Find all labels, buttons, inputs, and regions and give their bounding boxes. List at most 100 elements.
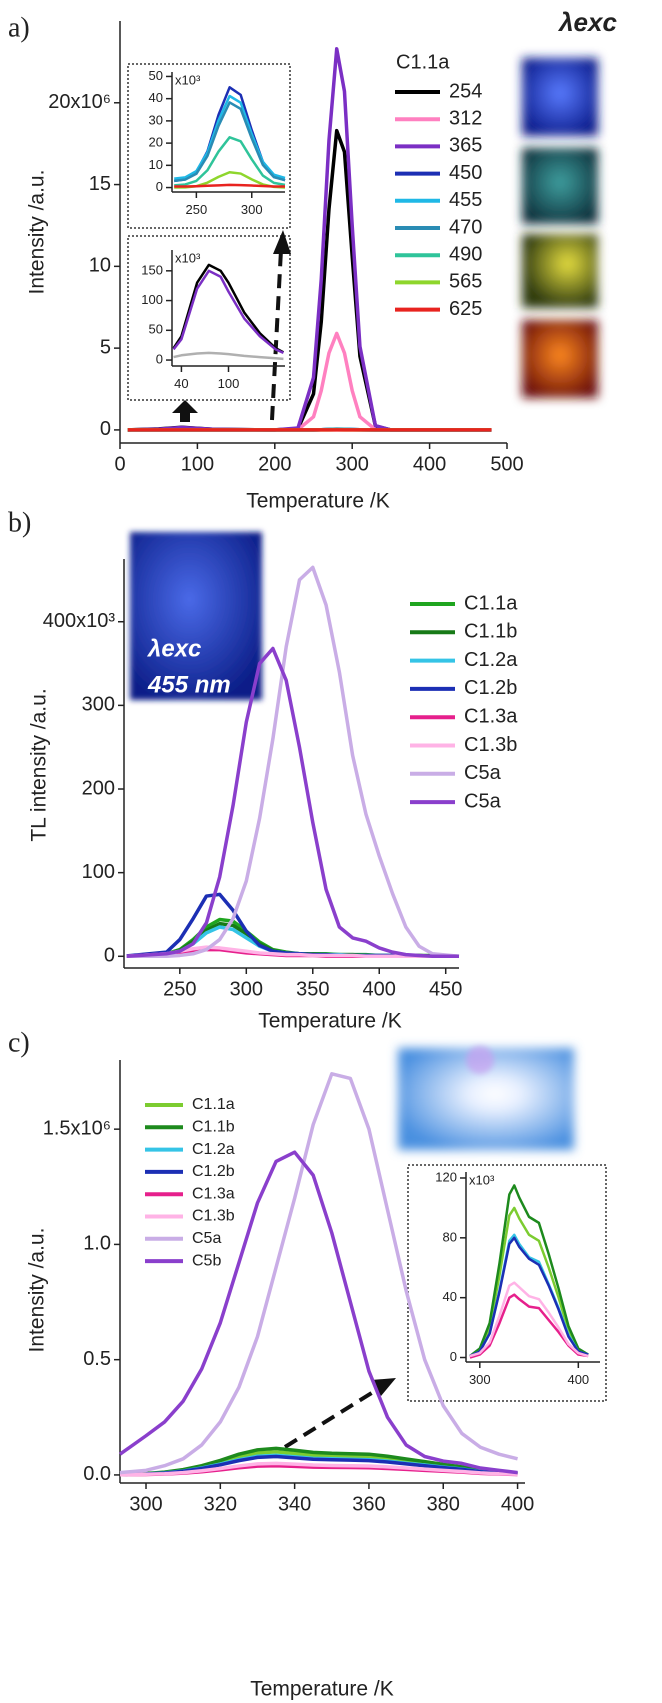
legend-label: 565 xyxy=(449,271,482,293)
series-line xyxy=(174,183,285,188)
legend-label: C5b xyxy=(192,1252,221,1269)
legend-label: C1.2b xyxy=(464,677,517,699)
y-tick-label: 120 xyxy=(435,1169,457,1184)
legend-label: 455 xyxy=(449,189,482,211)
legend-title: C1.1a xyxy=(396,51,450,73)
x-tick-label: 340 xyxy=(278,1493,311,1515)
x-tick-label: 450 xyxy=(429,978,462,1000)
legend-label: C1.1b xyxy=(192,1119,235,1136)
photo-flare xyxy=(466,1046,494,1074)
x-tick-label: 200 xyxy=(258,453,291,475)
x-tick-label: 380 xyxy=(427,1493,460,1515)
series-line xyxy=(173,351,284,361)
x-tick-label: 400 xyxy=(501,1493,534,1515)
y-tick-label: 50 xyxy=(149,68,163,83)
x-axis-title: Temperature /K xyxy=(258,1010,402,1033)
x-tick-label: 320 xyxy=(204,1493,237,1515)
y-tick-label: 0.0 xyxy=(83,1463,111,1485)
y-unit-label: x10³ xyxy=(175,250,201,265)
y-tick-label: 50 xyxy=(149,322,163,337)
y-tick-label: 30 xyxy=(149,112,163,127)
x-tick-label: 300 xyxy=(241,202,263,217)
x-tick-label: 300 xyxy=(230,978,263,1000)
legend-label: C1.3a xyxy=(464,705,518,727)
legend-label: C1.1a xyxy=(464,592,518,614)
series-line xyxy=(174,136,286,187)
x-tick-label: 350 xyxy=(296,978,329,1000)
x-tick-label: 100 xyxy=(181,453,214,475)
x-tick-label: 300 xyxy=(129,1493,162,1515)
series-line xyxy=(469,1236,589,1358)
series-line xyxy=(119,1446,518,1477)
series-line xyxy=(127,47,492,432)
y-tick-label: 1.5x10⁶ xyxy=(43,1117,111,1139)
series-line xyxy=(118,1150,518,1475)
legend-label: 312 xyxy=(449,107,482,129)
y-tick-label: 10 xyxy=(149,157,163,172)
y-tick-label: 40 xyxy=(149,90,163,105)
legend-label: C1.1a xyxy=(192,1096,235,1113)
photos xyxy=(130,58,598,1150)
photo xyxy=(130,532,262,700)
photo xyxy=(522,148,598,224)
photo xyxy=(522,234,598,308)
legend-label: C1.3b xyxy=(192,1208,235,1225)
x-tick-label: 400 xyxy=(413,453,446,475)
x-axis-title: Temperature /K xyxy=(250,1678,394,1701)
arrow-head xyxy=(273,230,291,254)
series-line xyxy=(469,1281,589,1358)
x-tick-label: 400 xyxy=(363,978,396,1000)
legend-label: 470 xyxy=(449,216,482,238)
x-tick-label: 250 xyxy=(163,978,196,1000)
panel-label: a) xyxy=(8,12,30,43)
y-tick-label: 15 xyxy=(89,173,111,195)
y-tick-label: 150 xyxy=(141,262,163,277)
y-tick-label: 0 xyxy=(100,418,111,440)
series-line xyxy=(119,1461,518,1477)
y-tick-label: 40 xyxy=(443,1289,457,1304)
arrow xyxy=(283,1387,380,1449)
x-tick-label: 40 xyxy=(174,376,188,391)
panel-label: c) xyxy=(8,1027,30,1058)
legend-label: C5a xyxy=(464,790,502,812)
arrow xyxy=(172,400,198,422)
inset-box xyxy=(127,63,291,229)
photo-text: λexc xyxy=(146,635,201,662)
y-tick-label: 0 xyxy=(450,1349,457,1364)
series-line xyxy=(469,1184,589,1358)
legend-label: 490 xyxy=(449,243,482,265)
y-tick-label: 200 xyxy=(82,777,115,799)
legend-label: C1.3b xyxy=(464,734,517,756)
legend-label: C5a xyxy=(192,1230,221,1247)
y-tick-label: 20x10⁶ xyxy=(48,91,111,113)
y-tick-label: 5 xyxy=(100,336,111,358)
y-tick-label: 0 xyxy=(104,945,115,967)
y-tick-label: 400x10³ xyxy=(43,610,116,632)
series-line xyxy=(174,101,286,183)
series-line xyxy=(126,565,460,959)
inset-box xyxy=(127,235,291,401)
legend-label: 365 xyxy=(449,135,482,157)
y-tick-label: 1.0 xyxy=(83,1233,111,1255)
y-tick-label: 20 xyxy=(149,135,163,150)
legend-label: C1.2a xyxy=(192,1141,235,1158)
panel-label: b) xyxy=(8,507,31,538)
y-tick-label: 300 xyxy=(82,694,115,716)
y-tick-label: 0 xyxy=(156,351,163,366)
series-line xyxy=(469,1206,589,1358)
legend-label: 625 xyxy=(449,298,482,320)
y-axis-title: TL intensity /a.u. xyxy=(28,688,51,841)
x-tick-label: 250 xyxy=(186,202,208,217)
series-line xyxy=(172,269,284,355)
legend-label: 450 xyxy=(449,162,482,184)
y-tick-label: 80 xyxy=(443,1229,457,1244)
x-tick-label: 100 xyxy=(218,376,240,391)
y-tick-label: 0.5 xyxy=(83,1348,111,1370)
series-line xyxy=(174,94,286,180)
series-line xyxy=(119,1454,518,1477)
x-tick-label: 400 xyxy=(567,1372,589,1387)
y-axis-title: Intensity /a.u. xyxy=(26,170,49,295)
arrow xyxy=(270,249,283,421)
series-line xyxy=(126,646,459,959)
y-tick-label: 10 xyxy=(89,255,111,277)
